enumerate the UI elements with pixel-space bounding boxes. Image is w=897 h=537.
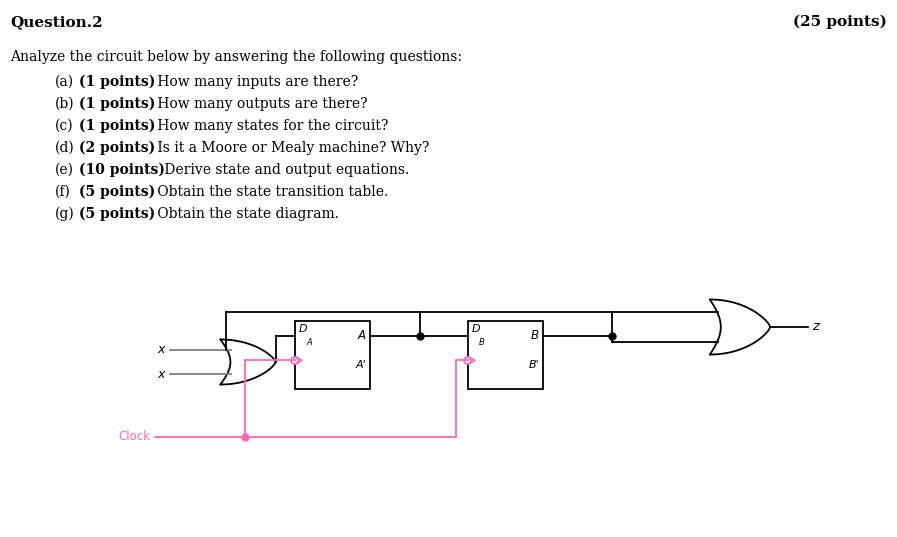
Text: x: x — [158, 343, 165, 357]
Text: B': B' — [528, 360, 539, 369]
Text: (1 points): (1 points) — [79, 119, 155, 133]
Text: (1 points): (1 points) — [79, 75, 155, 89]
Text: (5 points): (5 points) — [79, 185, 155, 199]
Text: (g): (g) — [55, 207, 74, 221]
Text: Obtain the state transition table.: Obtain the state transition table. — [152, 185, 388, 199]
Text: (d): (d) — [55, 141, 74, 155]
Text: Derive state and output equations.: Derive state and output equations. — [160, 163, 409, 177]
Text: Clock: Clock — [118, 431, 150, 444]
Text: A: A — [306, 338, 312, 347]
Text: (2 points): (2 points) — [79, 141, 155, 155]
Text: D: D — [299, 324, 308, 334]
Text: How many inputs are there?: How many inputs are there? — [152, 75, 358, 89]
Text: (b): (b) — [55, 97, 74, 111]
Text: How many outputs are there?: How many outputs are there? — [152, 97, 367, 111]
Text: Is it a Moore or Mealy machine? Why?: Is it a Moore or Mealy machine? Why? — [152, 141, 429, 155]
Text: (10 points): (10 points) — [79, 163, 164, 177]
Text: Question.2: Question.2 — [10, 15, 102, 29]
Text: (1 points): (1 points) — [79, 97, 155, 111]
Bar — [295, 321, 370, 389]
Text: A': A' — [355, 360, 366, 369]
Text: D: D — [472, 324, 481, 334]
Text: A: A — [358, 330, 366, 343]
Text: x: x — [158, 368, 165, 381]
Text: How many states for the circuit?: How many states for the circuit? — [152, 119, 388, 133]
Text: B: B — [531, 330, 539, 343]
Text: (a): (a) — [55, 75, 74, 89]
Text: (25 points): (25 points) — [793, 15, 887, 30]
Text: Analyze the circuit below by answering the following questions:: Analyze the circuit below by answering t… — [10, 50, 462, 64]
Text: Obtain the state diagram.: Obtain the state diagram. — [152, 207, 338, 221]
Text: z: z — [812, 321, 819, 333]
Text: B: B — [479, 338, 484, 347]
Text: (e): (e) — [55, 163, 74, 177]
Bar — [468, 321, 543, 389]
Text: (5 points): (5 points) — [79, 207, 155, 221]
Text: (f): (f) — [55, 185, 71, 199]
Text: (c): (c) — [55, 119, 74, 133]
